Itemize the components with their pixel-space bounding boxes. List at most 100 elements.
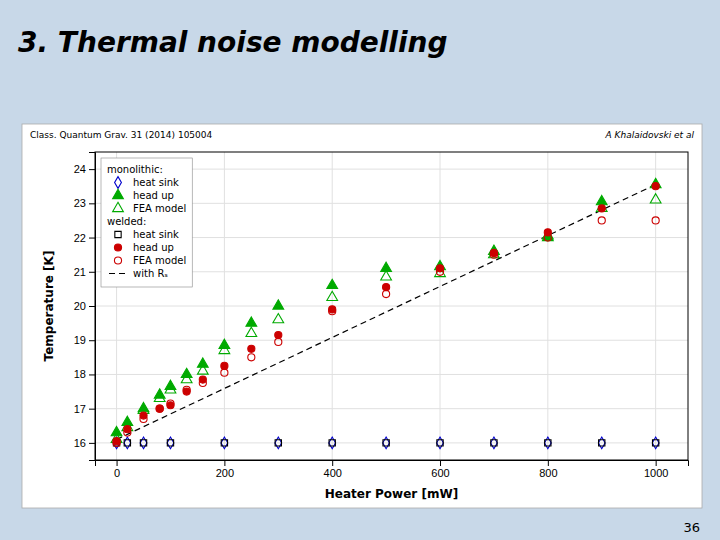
point [124,437,131,449]
x-tick-mark [117,460,118,466]
point [383,440,389,446]
point [489,248,500,257]
x-tick: 600 [431,460,449,479]
point [124,440,130,446]
grid-line [95,408,688,409]
point [437,440,443,446]
legend-entry: with Rₛ [133,268,168,279]
x-axis-label: Heater Power [mW] [325,487,458,501]
point [248,354,255,361]
point [275,338,282,345]
point [275,440,281,446]
point [221,369,228,376]
point [650,194,661,203]
legend-swatch [113,202,124,211]
legend-swatch [114,244,121,251]
legend-entry: FEA model [133,255,186,266]
point [167,440,173,446]
y-axis: 161718192021222324 [74,153,96,461]
point [329,308,336,315]
y-tick-label: 21 [74,266,86,278]
x-tick-mark [656,460,657,466]
y-tick-label: 23 [74,197,86,209]
point [183,386,190,393]
y-tick-mark [89,443,95,444]
x-tick-mark [224,460,225,466]
y-tick: 19 [74,334,95,346]
series-points [111,178,661,435]
point [327,291,338,300]
series-points [113,440,658,446]
point [140,437,147,449]
y-tick: 16 [74,437,95,449]
point [246,327,257,336]
legend-swatch [113,189,124,198]
point [199,379,206,386]
y-axis-line [89,153,96,461]
point [437,437,444,449]
marks [111,178,661,448]
point [436,268,443,275]
series-points [111,194,661,443]
series-points [113,437,659,449]
x-tick-label: 1000 [644,467,668,479]
y-tick-mark [89,203,95,204]
legend-swatch [114,257,121,264]
y-tick-mark [89,374,95,375]
annotation: 36 [683,520,700,535]
annotation: A Khalaidovski et al [605,130,695,140]
x-tick: 200 [216,460,234,479]
x-tick-label: 0 [114,467,120,479]
x-tick-mark [332,460,333,466]
point [329,440,335,446]
point [652,440,658,446]
point [165,380,176,389]
grid-line [95,306,688,307]
x-tick-label: 800 [539,467,557,479]
x-tick-mark [440,460,441,466]
legend-entry: head up [133,242,174,253]
y-tick-label: 24 [74,163,86,175]
point [221,440,227,446]
point [652,217,659,224]
point [221,362,228,369]
point [167,402,174,409]
legend-entry: FEA model [133,203,186,214]
x-tick-mark [548,460,549,466]
panel [22,124,702,508]
point [598,205,605,212]
y-tick: 24 [74,163,95,175]
point [221,437,228,449]
point [598,437,605,449]
x-tick-label: 400 [324,467,342,479]
point [113,437,120,449]
y-tick-label: 22 [74,232,86,244]
series-line [117,185,656,440]
x-axis: 0 200 400 600 800 1000 [96,460,689,479]
point [154,389,165,398]
point [181,373,192,382]
point [490,249,497,256]
point [246,317,257,326]
point [124,429,131,436]
legend: monolithic:heat sinkhead upFEA modelweld… [101,158,192,287]
series-points [113,183,659,445]
y-tick-label: 18 [74,368,86,380]
y-tick-label: 20 [74,300,86,312]
y-tick: 22 [74,232,95,244]
point [383,284,390,291]
y-tick: 21 [74,266,95,278]
point [652,183,659,190]
point [599,440,605,446]
point [329,306,336,313]
y-tick-label: 16 [74,437,86,449]
legend-swatch [109,273,127,274]
point [275,437,282,449]
point [652,437,659,449]
point [167,400,174,407]
grid-line [95,340,688,341]
legend-group-header: monolithic: [107,164,163,175]
x-tick: 1000 [644,460,668,479]
legend-entry: heat sink [133,229,179,240]
point [219,344,230,353]
